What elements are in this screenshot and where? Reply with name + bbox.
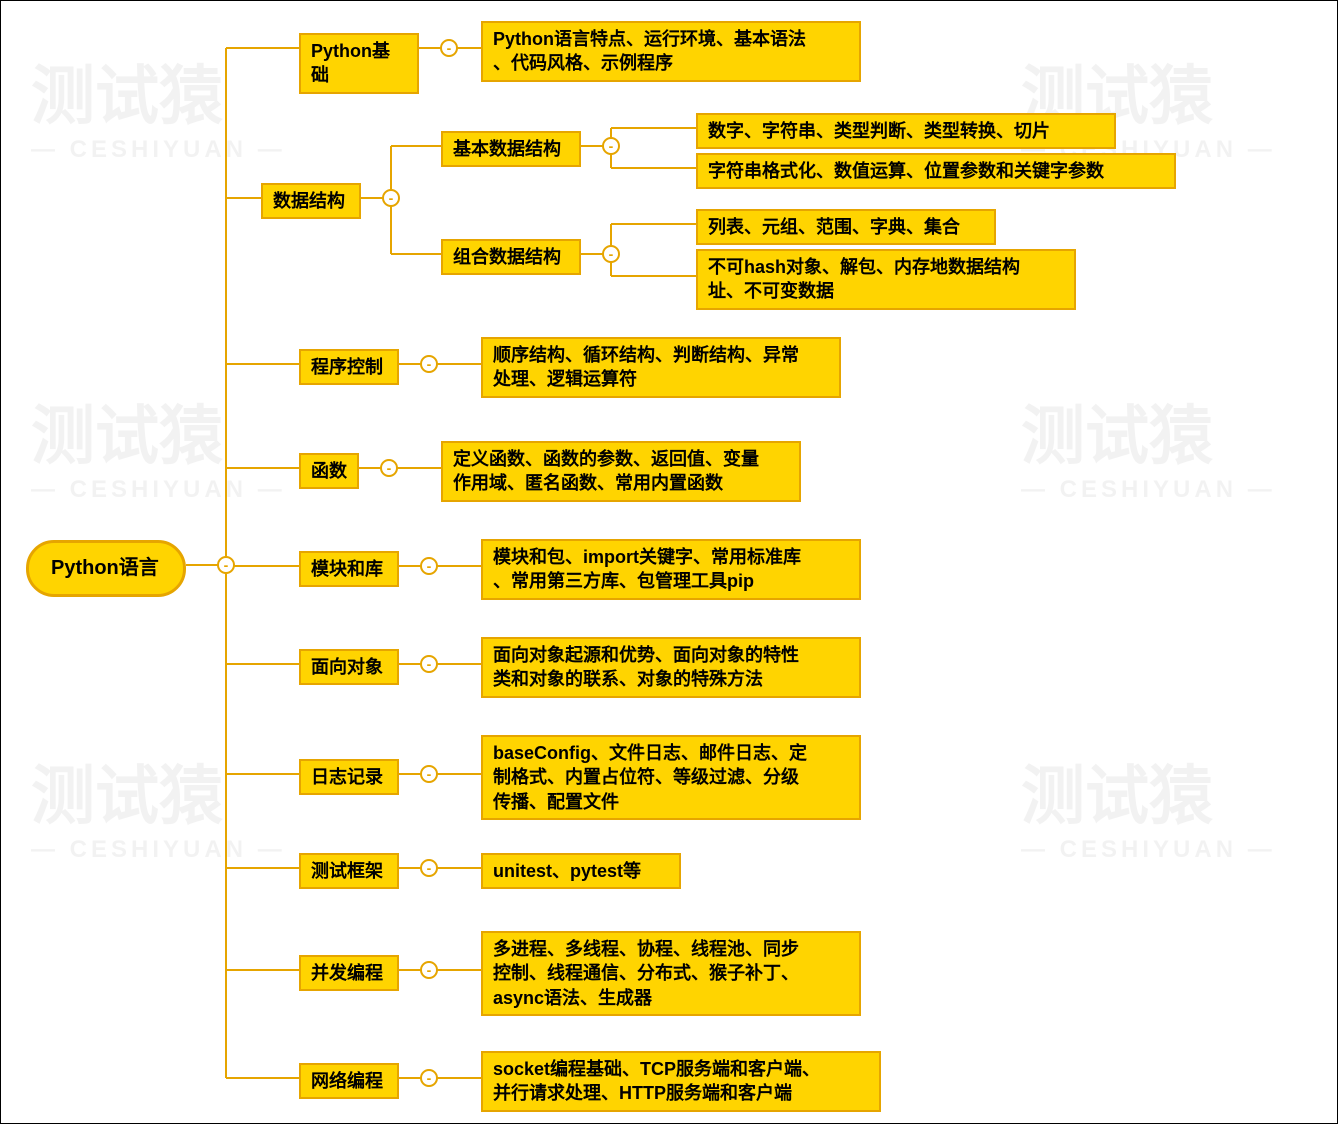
watermark: 测试猿— CESHIYUAN — — [1021, 401, 1276, 504]
watermark: 测试猿— CESHIYUAN — — [31, 61, 286, 164]
collapse-n10[interactable]: - — [420, 1069, 438, 1087]
node-n2a[interactable]: 基本数据结构 — [441, 131, 581, 167]
node-n3[interactable]: 程序控制 — [299, 349, 399, 385]
collapse-n7[interactable]: - — [420, 765, 438, 783]
node-n7[interactable]: 日志记录 — [299, 759, 399, 795]
collapse-n2b[interactable]: - — [602, 245, 620, 263]
node-n8[interactable]: 测试框架 — [299, 853, 399, 889]
root-node[interactable]: Python语言 — [26, 540, 186, 597]
collapse-root[interactable]: - — [217, 556, 235, 574]
node-n4[interactable]: 函数 — [299, 453, 359, 489]
leaf-n2a-1[interactable]: 字符串格式化、数值运算、位置参数和关键字参数 — [696, 153, 1176, 189]
collapse-n9[interactable]: - — [420, 961, 438, 979]
leaf-n1[interactable]: Python语言特点、运行环境、基本语法 、代码风格、示例程序 — [481, 21, 861, 82]
leaf-n2b-1[interactable]: 不可hash对象、解包、内存地数据结构 址、不可变数据 — [696, 249, 1076, 310]
collapse-n6[interactable]: - — [420, 655, 438, 673]
node-n2[interactable]: 数据结构 — [261, 183, 361, 219]
watermark: 测试猿— CESHIYUAN — — [31, 401, 286, 504]
leaf-n2b-0[interactable]: 列表、元组、范围、字典、集合 — [696, 209, 996, 245]
leaf-n6[interactable]: 面向对象起源和优势、面向对象的特性 类和对象的联系、对象的特殊方法 — [481, 637, 861, 698]
collapse-n2[interactable]: - — [382, 189, 400, 207]
collapse-n4[interactable]: - — [380, 459, 398, 477]
watermark: 测试猿— CESHIYUAN — — [31, 761, 286, 864]
node-n6[interactable]: 面向对象 — [299, 649, 399, 685]
leaf-n8[interactable]: unitest、pytest等 — [481, 853, 681, 889]
leaf-n3[interactable]: 顺序结构、循环结构、判断结构、异常 处理、逻辑运算符 — [481, 337, 841, 398]
leaf-n7[interactable]: baseConfig、文件日志、邮件日志、定 制格式、内置占位符、等级过滤、分级… — [481, 735, 861, 820]
leaf-n9[interactable]: 多进程、多线程、协程、线程池、同步 控制、线程通信、分布式、猴子补丁、 asyn… — [481, 931, 861, 1016]
leaf-n5[interactable]: 模块和包、import关键字、常用标准库 、常用第三方库、包管理工具pip — [481, 539, 861, 600]
node-n9[interactable]: 并发编程 — [299, 955, 399, 991]
leaf-n2a-0[interactable]: 数字、字符串、类型判断、类型转换、切片 — [696, 113, 1116, 149]
collapse-n1[interactable]: - — [440, 39, 458, 57]
leaf-n4[interactable]: 定义函数、函数的参数、返回值、变量 作用域、匿名函数、常用内置函数 — [441, 441, 801, 502]
node-n5[interactable]: 模块和库 — [299, 551, 399, 587]
node-n1[interactable]: Python基础 — [299, 33, 419, 94]
collapse-n2a[interactable]: - — [602, 137, 620, 155]
collapse-n8[interactable]: - — [420, 859, 438, 877]
leaf-n10[interactable]: socket编程基础、TCP服务端和客户端、 并行请求处理、HTTP服务端和客户… — [481, 1051, 881, 1112]
watermark: 测试猿— CESHIYUAN — — [1021, 761, 1276, 864]
node-n10[interactable]: 网络编程 — [299, 1063, 399, 1099]
collapse-n3[interactable]: - — [420, 355, 438, 373]
node-n2b[interactable]: 组合数据结构 — [441, 239, 581, 275]
mindmap-canvas: 测试猿— CESHIYUAN — 测试猿— CESHIYUAN — 测试猿— CES… — [1, 1, 1338, 1125]
collapse-n5[interactable]: - — [420, 557, 438, 575]
